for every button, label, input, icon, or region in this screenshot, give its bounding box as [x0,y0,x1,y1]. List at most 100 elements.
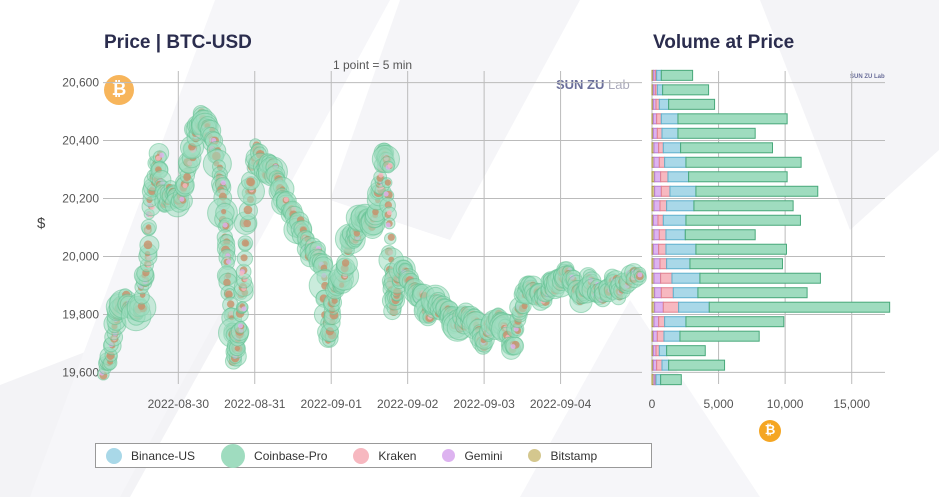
x-tick-label: 2022-09-01 [301,397,363,411]
price-point-center [183,173,192,181]
gemini-point [637,272,643,278]
kraken-point [182,183,188,189]
volume-bar-coinbase-pro [699,272,821,284]
volume-bar-binance-us [672,287,699,299]
gemini-point [383,191,389,197]
price-point-center [387,233,395,241]
x-tick-label: 2022-08-30 [148,397,210,411]
gemini-point [510,344,516,350]
volume-bar-binance-us [669,185,697,197]
volume-bar-kraken [662,301,680,313]
volume-bar-binance-us [662,214,687,226]
volume-bar-binance-us [662,142,682,154]
volume-bar-binance-us [665,243,697,255]
volume-bar-kraken [660,272,673,284]
y-tick-label: 19,800 [62,307,99,321]
legend-marker [442,449,456,462]
volume-bar-coinbase-pro [668,98,716,110]
volume-bar-kraken [659,200,668,212]
volume-chart-title: Volume at Price [653,32,795,53]
legend-item: Gemini [442,449,502,463]
volume-bar-gemini [654,301,664,313]
volume-bar-coinbase-pro [693,200,794,212]
volume-bar-coinbase-pro [677,127,756,139]
kraken-point [283,197,289,203]
volume-bar-binance-us [665,229,686,241]
gemini-point [222,222,228,228]
x-tick-label: 2022-08-31 [224,397,286,411]
bitcoin-axis-icon: ₿ [759,420,781,442]
price-point-center [223,278,231,287]
legend-marker [106,447,122,464]
volume-bar-coinbase-pro [708,301,891,313]
legend-item: Kraken [353,447,416,464]
volume-bar-binance-us [666,258,691,270]
volume-bar-coinbase-pro [695,243,787,255]
volume-bar-coinbase-pro [680,142,773,154]
gemini-point [159,152,165,158]
volume-bar-gemini [653,156,660,168]
gemini-point [241,306,247,312]
gemini-point [385,222,391,228]
x-tick-label: 2022-09-02 [377,397,439,411]
legend-marker [528,449,542,462]
legend-item: Binance-US [106,447,196,464]
volume-bar-kraken [659,258,668,270]
price-point-center [246,177,255,187]
volume-bar-coinbase-pro [697,287,808,299]
volume-bar-kraken [660,287,674,299]
price-point-center [243,219,252,228]
price-point-center [243,205,253,215]
legend-marker [221,443,246,468]
y-tick-label: 20,200 [62,192,99,206]
gemini-point [226,259,232,265]
volume-bar-kraken [656,359,663,371]
volume-bar-gemini [654,185,662,197]
bitcoin-icon: ₿ [104,75,134,105]
volume-bar-kraken [656,330,665,342]
volume-bar-coinbase-pro [685,214,801,226]
volume-bar-coinbase-pro [666,345,706,357]
volume-bar-kraken [658,229,667,241]
kraken-point [386,210,392,216]
volume-bar-binance-us [656,84,664,96]
volume-bar-gemini [652,214,659,226]
volume-bar-kraken [660,185,671,197]
volume-bar-coinbase-pro [660,374,682,386]
x-tick-label: 2022-09-04 [530,397,592,411]
volume-bar-binance-us [663,330,681,342]
volume-bar-binance-us [664,316,687,328]
x-tick-label: 5,000 [704,397,734,411]
volume-bar-kraken [658,316,666,328]
volume-bar-binance-us [661,359,670,371]
y-tick-label: 19,600 [62,365,99,379]
legend-label: Bitstamp [550,448,598,463]
volume-bar-binance-us [658,98,670,110]
legend-marker [353,447,370,464]
volume-bar-coinbase-pro [668,359,726,371]
volume-bar-binance-us [667,171,690,183]
legend-label: Binance-US [131,448,196,463]
volume-bar-kraken [658,156,666,168]
x-tick-label: 15,000 [833,397,870,411]
volume-bar-coinbase-pro [662,84,710,96]
sunzu-logo: SUN ZU Lab [556,77,630,92]
price-point-center [353,230,361,237]
x-tick-label: 10,000 [767,397,804,411]
price-point-center [384,179,392,186]
price-chart-title: Price | BTC-USD [104,32,252,53]
gemini-point [220,180,226,186]
x-tick-label: 2022-09-03 [453,397,515,411]
price-point-center [143,240,153,250]
price-chart-subtitle: 1 point = 5 min [333,58,413,72]
volume-bar-gemini [652,243,660,255]
volume-bar-gemini [653,229,660,241]
legend-item: Bitstamp [528,449,597,463]
price-points [97,105,647,381]
price-point-center [341,259,350,267]
gemini-point [179,196,185,202]
volume-bar-kraken [656,113,662,125]
volume-bar-binance-us [664,156,687,168]
volume-bar-gemini [652,127,658,139]
